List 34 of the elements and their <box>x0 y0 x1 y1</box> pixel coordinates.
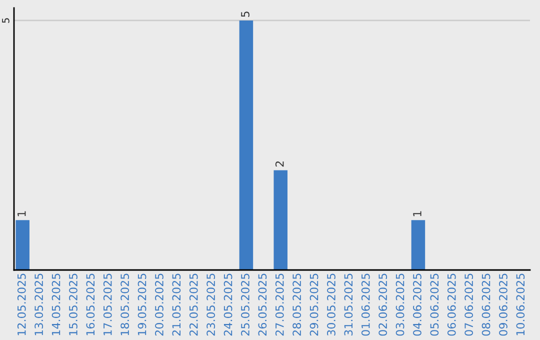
data-label: 5 <box>241 12 250 17</box>
x-tick-label: 20.05.2025 <box>155 274 164 336</box>
x-tick-label: 27.05.2025 <box>275 274 284 336</box>
x-tick-label: 16.05.2025 <box>86 274 95 336</box>
x-tick-label: 14.05.2025 <box>52 274 60 336</box>
x-tick-label: 06.06.2025 <box>447 274 456 336</box>
x-tick-label: 02.06.2025 <box>378 274 388 336</box>
x-tick-label: 29.05.2025 <box>310 274 318 336</box>
x-tick-label: 28.05.2025 <box>292 274 302 336</box>
x-tick-label: 18.05.2025 <box>120 274 130 336</box>
x-tick-label: 01.06.2025 <box>361 274 370 336</box>
x-tick-label: 31.05.2025 <box>344 274 353 336</box>
x-tick-label: 26.05.2025 <box>258 274 267 336</box>
x-tick-label: 19.05.2025 <box>138 274 146 336</box>
x-tick-label: 08.06.2025 <box>482 274 490 336</box>
x-tick-label: 23.05.2025 <box>206 274 216 336</box>
data-label: 2 <box>275 161 284 167</box>
x-tick-label: 22.05.2025 <box>189 274 198 336</box>
x-tick-label: 05.06.2025 <box>430 274 439 336</box>
x-tick-label: 09.06.2025 <box>499 274 508 336</box>
data-label: 1 <box>413 211 422 216</box>
x-tick-label: 04.06.2025 <box>413 274 422 336</box>
x-tick-label: 07.06.2025 <box>464 274 474 336</box>
x-tick-label: 10.06.2025 <box>516 274 525 336</box>
x-tick-label: 12.05.2025 <box>17 274 26 336</box>
x-tick-label: 03.06.2025 <box>396 274 404 336</box>
x-tick-label: 17.05.2025 <box>103 274 112 336</box>
x-tick-label: 21.05.2025 <box>172 274 181 336</box>
data-label: 1 <box>18 211 26 216</box>
x-tick-label: 15.05.2025 <box>69 274 78 336</box>
x-tick-label: 30.05.2025 <box>327 274 336 336</box>
x-tick-label: 13.05.2025 <box>34 274 44 336</box>
x-tick-label: 24.05.2025 <box>224 274 232 336</box>
x-tick-label: 25.05.2025 <box>241 274 250 336</box>
